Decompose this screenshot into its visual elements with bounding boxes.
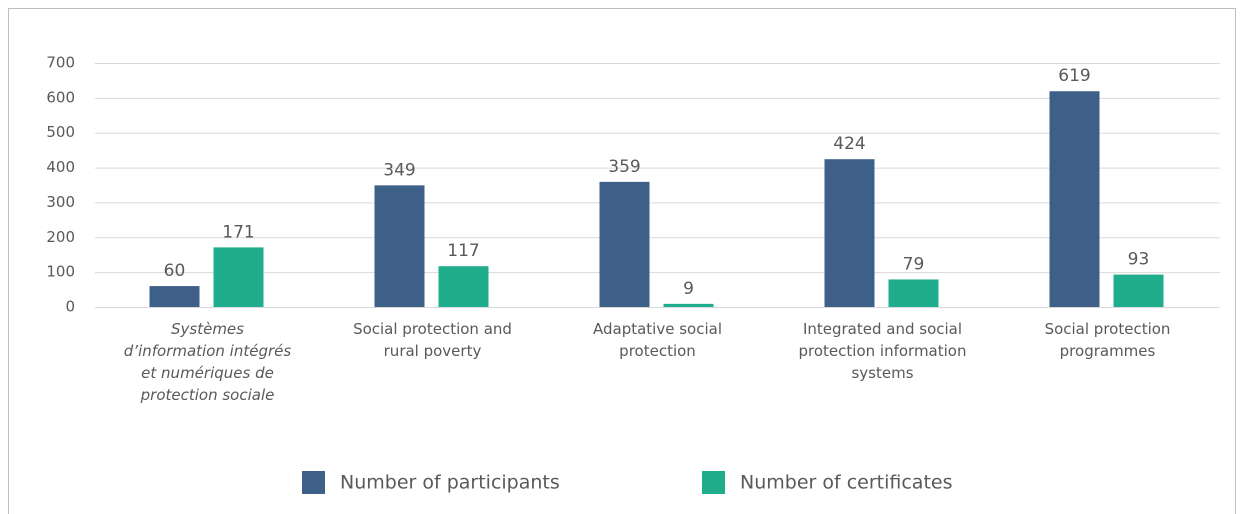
bar: [149, 286, 200, 307]
chart-frame: [8, 8, 1236, 514]
x-tick-label: Systèmes d’information intégrés et numér…: [123, 320, 292, 404]
x-tick-label: Social protection programmes: [1044, 320, 1171, 360]
legend-label: Number of certificates: [740, 472, 953, 494]
data-label: 349: [383, 160, 415, 180]
data-label: 9: [683, 279, 694, 299]
bar: [663, 303, 714, 307]
bar: [824, 159, 875, 307]
legend-swatch: [702, 471, 725, 494]
bar: [1113, 274, 1164, 307]
bar: [213, 247, 264, 307]
y-tick-label: 500: [46, 123, 75, 141]
x-tick-label: Integrated and social protection informa…: [798, 320, 967, 382]
data-label: 359: [608, 157, 640, 177]
y-tick-label: 400: [46, 158, 75, 176]
data-label: 60: [164, 261, 186, 281]
bar: [888, 279, 939, 307]
y-tick-label: 100: [46, 263, 75, 281]
data-label: 117: [447, 241, 479, 261]
legend-swatch: [302, 471, 325, 494]
legend-label: Number of participants: [340, 472, 560, 494]
data-label: 619: [1058, 66, 1090, 86]
bar: [599, 181, 650, 307]
y-tick-label: 0: [65, 298, 75, 316]
data-label: 79: [903, 254, 925, 274]
x-tick-label: Social protection and rural poverty: [353, 320, 512, 360]
y-tick-label: 700: [46, 54, 75, 72]
bar: [1049, 91, 1100, 307]
y-tick-label: 600: [46, 88, 75, 106]
data-label: 424: [833, 134, 865, 154]
data-label: 93: [1128, 250, 1150, 270]
data-label: 171: [222, 222, 254, 242]
x-tick-label: Adaptative social protection: [593, 320, 722, 360]
bar: [374, 185, 425, 307]
bar: [438, 266, 489, 307]
y-tick-label: 200: [46, 228, 75, 246]
y-tick-label: 300: [46, 193, 75, 211]
